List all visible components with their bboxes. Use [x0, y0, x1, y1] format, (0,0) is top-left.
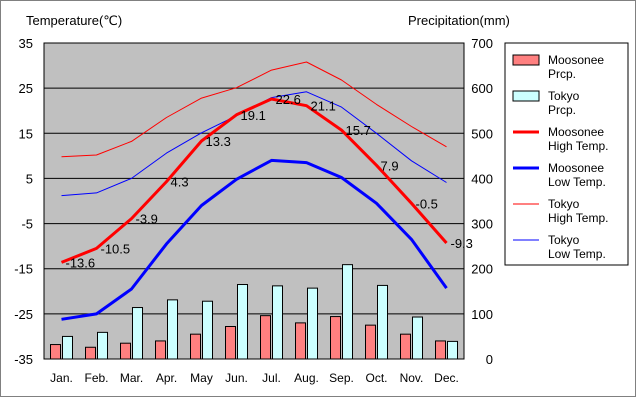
legend-swatch: [512, 54, 540, 66]
data-label: -10.5: [101, 241, 131, 256]
moosonee-prcp-bar: [225, 325, 236, 360]
x-tick-label: Dec.: [434, 371, 459, 385]
moosonee-high-temp-line: [60, 97, 448, 264]
right-tick-label: 400: [471, 171, 493, 186]
moosonee-prcp-bar: [400, 333, 411, 360]
legend-label: Tokyo High Temp.: [548, 197, 608, 225]
tokyo-prcp-bar: [447, 340, 458, 360]
tokyo-prcp-bar: [377, 284, 388, 360]
legend-item-moosonee-low-temp: Moosonee Low Temp.: [513, 161, 606, 189]
right-tick-label: 100: [471, 307, 493, 322]
left-tick-label: -5: [21, 217, 33, 232]
x-tick-label: Nov.: [400, 371, 424, 385]
moosonee-prcp-bar: [85, 346, 96, 360]
x-axis-ticks: Jan. Feb. Mar. Apr. May Jun. Jul. Aug. Sep. Oct. N…: [50, 371, 459, 385]
legend-label: Moosonee Low Temp.: [548, 161, 606, 189]
left-axis-ticks: 35 25 15 5 -5 -15 -25 -35: [14, 36, 33, 367]
grid-lines: [44, 87, 464, 315]
moosonee-prcp-bar: [155, 340, 166, 360]
x-tick-label: Sep.: [329, 371, 354, 385]
data-label: 4.3: [171, 175, 189, 190]
moosonee-prcp-bar: [260, 315, 271, 360]
left-axis-title: Temperature(℃): [26, 13, 122, 28]
tokyo-prcp-bar: [272, 285, 283, 360]
left-tick-label: -25: [14, 307, 33, 322]
legend-label: Tokyo Low Temp.: [548, 233, 606, 261]
right-tick-label: 200: [471, 262, 493, 277]
legend-item-tokyo-high-temp: Tokyo High Temp.: [513, 197, 608, 225]
left-tick-label: 5: [26, 171, 33, 186]
data-label: -0.5: [416, 196, 438, 211]
legend-label: Moosonee Prcp.: [548, 53, 604, 81]
left-tick-label: 25: [19, 81, 33, 96]
moosonee-prcp-bar: [120, 342, 131, 360]
right-tick-label: 500: [471, 126, 493, 141]
tokyo-prcp-bar: [132, 307, 143, 360]
data-label: 13.3: [206, 134, 231, 149]
tokyo-high-temp-line: [61, 61, 447, 158]
legend: Moosonee Prcp. Tokyo Prcp. Moosonee High Temp…: [504, 42, 629, 266]
data-label: 22.6: [276, 92, 301, 107]
legend-item-tokyo-low-temp: Tokyo Low Temp.: [513, 233, 606, 261]
moosonee-prcp-bar: [330, 316, 341, 360]
legend-item-moosonee-high-temp: Moosonee High Temp.: [513, 125, 608, 153]
left-tick-label: -35: [14, 352, 33, 367]
precipitation-bars: [50, 264, 458, 360]
tokyo-prcp-bar: [342, 264, 353, 360]
plot-area: [43, 42, 465, 360]
tokyo-prcp-bar: [97, 331, 108, 360]
right-tick-label: 0: [486, 352, 493, 367]
data-labels: -13.6 -10.5 -3.9 4.3 13.3 19.1 22.6 21.1 15.7 7.9…: [66, 92, 473, 270]
left-tick-label: 15: [19, 126, 33, 141]
legend-box: [504, 42, 629, 266]
x-tick-label: Mar.: [120, 371, 143, 385]
tokyo-prcp-bar: [237, 284, 248, 360]
data-label: 7.9: [381, 158, 399, 173]
legend-swatch: [512, 90, 540, 102]
x-tick-label: Apr.: [156, 371, 177, 385]
moosonee-prcp-bar: [365, 324, 376, 360]
right-tick-label: 300: [471, 217, 493, 232]
legend-label: Moosonee High Temp.: [548, 125, 608, 153]
x-tick-label: Jul.: [262, 371, 281, 385]
right-tick-label: 600: [471, 81, 493, 96]
legend-item-moosonee-prcp: Moosonee Prcp.: [512, 53, 604, 81]
data-label: -13.6: [66, 255, 96, 270]
moosonee-prcp-bar: [190, 333, 201, 360]
moosonee-low-temp-line: [61, 158, 448, 321]
right-tick-label: 700: [471, 36, 493, 51]
tokyo-prcp-bar: [167, 299, 178, 360]
legend-label: Tokyo Prcp.: [548, 89, 580, 117]
left-tick-label: 35: [19, 36, 33, 51]
tokyo-prcp-bar: [412, 316, 423, 360]
temperature-lines: [60, 61, 448, 321]
moosonee-prcp-bar: [295, 322, 306, 360]
data-label: -9.3: [451, 236, 473, 251]
left-tick-label: -15: [14, 262, 33, 277]
x-tick-label: Jan.: [50, 371, 73, 385]
tokyo-prcp-bar: [62, 335, 73, 360]
x-tick-label: Oct.: [365, 371, 387, 385]
x-tick-label: Feb.: [84, 371, 108, 385]
legend-item-tokyo-prcp: Tokyo Prcp.: [512, 89, 580, 117]
right-axis-ticks: 700 600 500 400 300 200 100 0: [471, 36, 493, 367]
tokyo-prcp-bar: [202, 300, 213, 360]
data-label: 21.1: [311, 99, 336, 114]
right-axis-title: Precipitation(mm): [408, 13, 510, 28]
data-label: -3.9: [136, 212, 158, 227]
x-tick-label: Jun.: [225, 371, 248, 385]
data-label: 19.1: [241, 108, 266, 123]
moosonee-prcp-bar: [50, 344, 61, 360]
tokyo-prcp-bar: [307, 287, 318, 360]
data-label: 15.7: [346, 123, 371, 138]
x-tick-label: Aug.: [294, 371, 319, 385]
x-tick-label: May: [190, 371, 213, 385]
moosonee-prcp-bar: [435, 340, 446, 360]
